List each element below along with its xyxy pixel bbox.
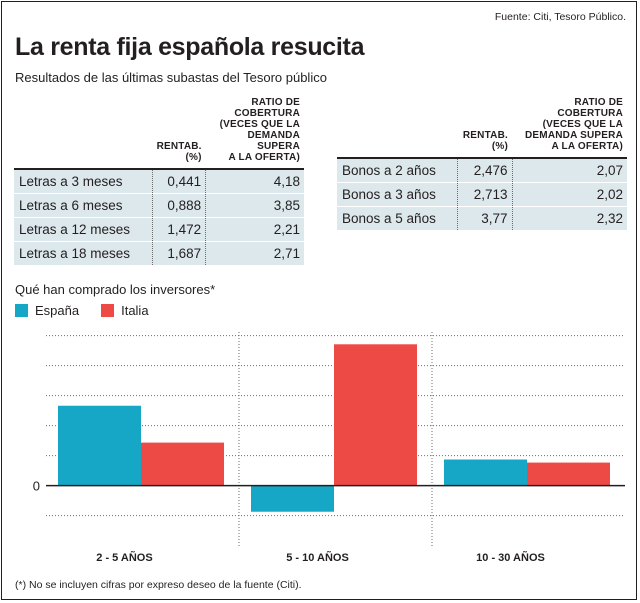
ratio-value: 4,18 bbox=[205, 169, 304, 194]
instrument-name: Letras a 6 meses bbox=[14, 193, 153, 218]
bar-espana bbox=[58, 405, 141, 486]
instrument-name: Bonos a 3 años bbox=[337, 182, 457, 207]
rent-value: 1,687 bbox=[152, 241, 207, 266]
y-tick-label: 0 bbox=[33, 479, 40, 494]
instrument-name: Letras a 3 meses bbox=[14, 169, 153, 194]
rent-value: 3,77 bbox=[456, 206, 513, 231]
table-row: Bonos a 3 años 2,713 2,02 bbox=[337, 182, 627, 207]
rent-value: 0,888 bbox=[152, 193, 207, 218]
rent-value: 0,441 bbox=[152, 169, 207, 194]
legend-item-italia: Italia bbox=[101, 303, 149, 318]
letras-table-header: RENTAB. (%) RATIO DE COBERTURA (VECES QU… bbox=[14, 97, 304, 169]
bonos-table: RENTAB. (%) RATIO DE COBERTURA (VECES QU… bbox=[337, 97, 627, 231]
rent-header: RENTAB. (%) bbox=[462, 130, 508, 152]
rent-value: 1,472 bbox=[152, 217, 207, 242]
chart-heading: Qué han comprado los inversores* bbox=[15, 282, 216, 297]
table-row: Letras a 3 meses 0,441 4,18 bbox=[14, 169, 304, 194]
ratio-header: RATIO DE COBERTURA (VECES QUE LA DEMANDA… bbox=[525, 97, 623, 152]
instrument-name: Bonos a 5 años bbox=[337, 206, 457, 231]
bar-italia bbox=[141, 442, 224, 486]
legend-swatch-italia bbox=[101, 304, 115, 317]
legend-item-espana: España bbox=[15, 303, 79, 318]
ratio-value: 2,02 bbox=[512, 182, 627, 207]
rent-value: 2,476 bbox=[456, 158, 513, 183]
ratio-value: 2,07 bbox=[512, 158, 627, 183]
x-category-label: 10 - 30 AÑOS bbox=[476, 551, 545, 564]
ratio-value: 2,71 bbox=[205, 241, 304, 266]
rent-header: RENTAB. (%) bbox=[156, 141, 202, 163]
letras-table: RENTAB. (%) RATIO DE COBERTURA (VECES QU… bbox=[14, 97, 304, 266]
table-row: Bonos a 2 años 2,476 2,07 bbox=[337, 158, 627, 183]
table-row: Letras a 18 meses 1,687 2,71 bbox=[14, 241, 304, 266]
ratio-header: RATIO DE COBERTURA (VECES QUE LA DEMANDA… bbox=[219, 97, 300, 163]
ratio-value: 3,85 bbox=[205, 193, 304, 218]
ratio-value: 2,21 bbox=[205, 217, 304, 242]
x-category-label: 2 - 5 AÑOS bbox=[96, 551, 152, 564]
table-row: Letras a 6 meses 0,888 3,85 bbox=[14, 193, 304, 218]
footnote: (*) No se incluyen cifras por expreso de… bbox=[15, 579, 302, 591]
source-note: Fuente: Citi, Tesoro Público. bbox=[494, 11, 626, 23]
ratio-value: 2,32 bbox=[512, 206, 627, 231]
x-category-label: 5 - 10 AÑOS bbox=[286, 551, 349, 564]
instrument-name: Letras a 12 meses bbox=[14, 217, 153, 242]
bonos-table-header: RENTAB. (%) RATIO DE COBERTURA (VECES QU… bbox=[337, 97, 627, 158]
bar-espana bbox=[251, 485, 334, 512]
table-row: Bonos a 5 años 3,77 2,32 bbox=[337, 206, 627, 231]
subtitle: Resultados de las últimas subastas del T… bbox=[15, 70, 327, 85]
bar-italia bbox=[527, 462, 610, 486]
rent-value: 2,713 bbox=[456, 182, 513, 207]
page-title: La renta fija española resucita bbox=[15, 33, 365, 61]
legend-label-espana: España bbox=[35, 303, 80, 318]
bar-espana bbox=[444, 459, 527, 486]
legend-swatch-espana bbox=[15, 304, 28, 317]
instrument-name: Bonos a 2 años bbox=[337, 158, 457, 183]
instrument-name: Letras a 18 meses bbox=[14, 241, 153, 266]
bar-chart: 0 2 - 5 AÑOS 5 - 10 AÑOS 10 - 30 AÑOS bbox=[33, 332, 625, 564]
table-row: Letras a 12 meses 1,472 2,21 bbox=[14, 217, 304, 242]
legend-label-italia: Italia bbox=[121, 303, 149, 318]
bar-italia bbox=[334, 344, 417, 486]
chart-legend: España Italia bbox=[15, 303, 171, 318]
